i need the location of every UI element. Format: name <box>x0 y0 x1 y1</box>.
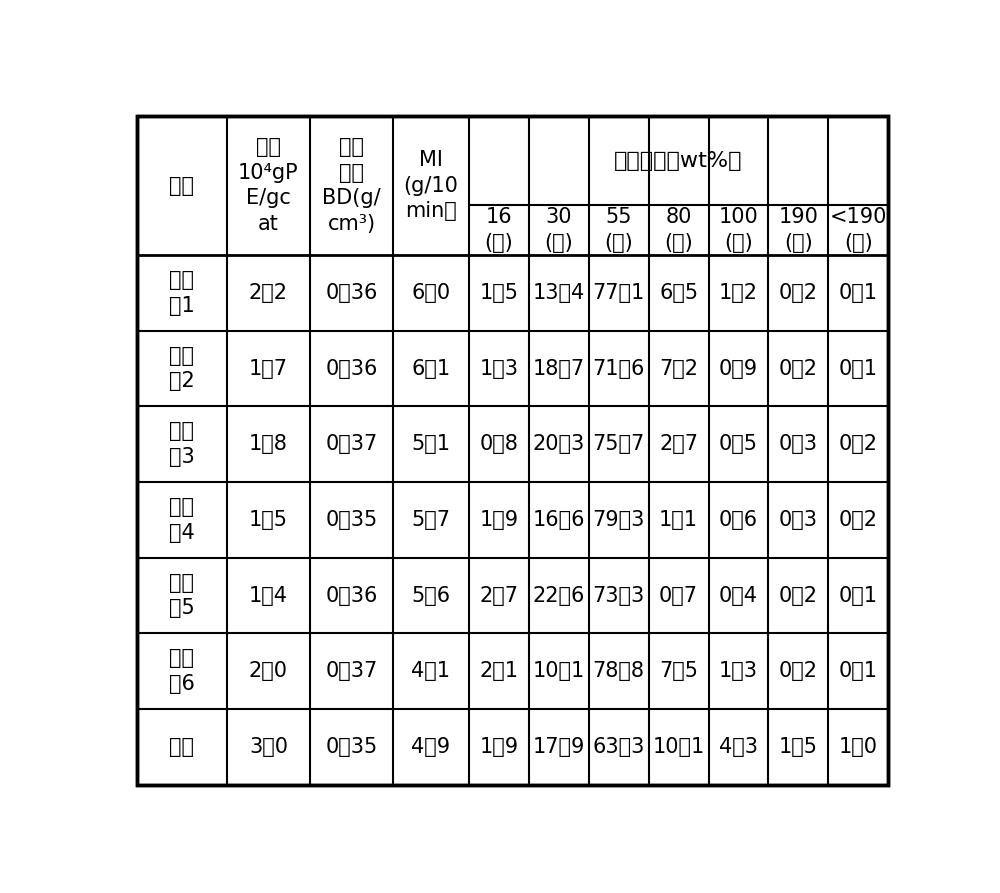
Text: 0．36: 0．36 <box>325 283 378 303</box>
Text: 0．36: 0．36 <box>325 586 378 605</box>
Text: 0．1: 0．1 <box>839 586 878 605</box>
Text: 1．5: 1．5 <box>779 737 818 757</box>
Text: 编号: 编号 <box>169 176 194 196</box>
Text: 1．5: 1．5 <box>249 510 288 530</box>
Text: 1．1: 1．1 <box>659 510 698 530</box>
Text: 2．7: 2．7 <box>479 586 518 605</box>
Text: 5．6: 5．6 <box>411 586 450 605</box>
Text: <190
(目): <190 (目) <box>830 207 887 253</box>
Text: 6．1: 6．1 <box>411 358 450 379</box>
Text: 16．6: 16．6 <box>532 510 585 530</box>
Text: 0．2: 0．2 <box>839 434 878 455</box>
Text: 7．5: 7．5 <box>659 661 698 681</box>
Text: 1．3: 1．3 <box>479 358 518 379</box>
Text: 堆积
密度
BD(g/
cm³): 堆积 密度 BD(g/ cm³) <box>322 138 381 234</box>
Text: 活性
10⁴gP
E/gc
at: 活性 10⁴gP E/gc at <box>238 138 299 234</box>
Text: 2．2: 2．2 <box>249 283 288 303</box>
Text: 2．1: 2．1 <box>479 661 518 681</box>
Text: 73．3: 73．3 <box>593 586 645 605</box>
Text: 18．7: 18．7 <box>533 358 585 379</box>
Text: 71．6: 71．6 <box>592 358 645 379</box>
Text: 5．1: 5．1 <box>411 434 450 455</box>
Text: 0．2: 0．2 <box>779 283 818 303</box>
Text: 7．2: 7．2 <box>659 358 698 379</box>
Text: 0．2: 0．2 <box>779 358 818 379</box>
Text: 实施
例5: 实施 例5 <box>169 572 195 618</box>
Text: 0．5: 0．5 <box>719 434 758 455</box>
Text: 实施
例2: 实施 例2 <box>169 346 195 391</box>
Text: 0．9: 0．9 <box>719 358 758 379</box>
Text: 4．3: 4．3 <box>719 737 758 757</box>
Text: 2．7: 2．7 <box>659 434 698 455</box>
Text: 13．4: 13．4 <box>533 283 585 303</box>
Text: 100
(目): 100 (目) <box>719 207 758 253</box>
Text: 6．5: 6．5 <box>659 283 698 303</box>
Text: 5．7: 5．7 <box>411 510 450 530</box>
Text: 0．2: 0．2 <box>839 510 878 530</box>
Text: 75．7: 75．7 <box>593 434 645 455</box>
Text: 0．8: 0．8 <box>479 434 518 455</box>
Text: 1．5: 1．5 <box>479 283 518 303</box>
Text: 77．1: 77．1 <box>593 283 645 303</box>
Text: 1．4: 1．4 <box>249 586 288 605</box>
Text: 10．1: 10．1 <box>533 661 585 681</box>
Text: 0．37: 0．37 <box>325 434 378 455</box>
Text: 4．9: 4．9 <box>411 737 450 757</box>
Text: 1．0: 1．0 <box>839 737 878 757</box>
Text: 0．3: 0．3 <box>779 510 818 530</box>
Text: 1．7: 1．7 <box>249 358 288 379</box>
Text: 1．2: 1．2 <box>719 283 758 303</box>
Text: 实施
例3: 实施 例3 <box>169 421 195 467</box>
Text: 0．2: 0．2 <box>779 661 818 681</box>
Text: 22．6: 22．6 <box>533 586 585 605</box>
Text: 4．1: 4．1 <box>411 661 450 681</box>
Text: 对比: 对比 <box>169 737 194 757</box>
Text: 0．1: 0．1 <box>839 283 878 303</box>
Text: 10．1: 10．1 <box>652 737 705 757</box>
Text: 0．36: 0．36 <box>325 358 378 379</box>
Text: 1．9: 1．9 <box>479 737 518 757</box>
Text: 17．9: 17．9 <box>533 737 585 757</box>
Text: 1．8: 1．8 <box>249 434 288 455</box>
Text: 78．8: 78．8 <box>593 661 645 681</box>
Text: 1．9: 1．9 <box>479 510 518 530</box>
Text: 0．3: 0．3 <box>779 434 818 455</box>
Text: 55
(目): 55 (目) <box>604 207 633 253</box>
Text: 2．0: 2．0 <box>249 661 288 681</box>
Text: 0．1: 0．1 <box>839 358 878 379</box>
Text: 190
(目): 190 (目) <box>779 207 818 253</box>
Text: 0．37: 0．37 <box>325 661 378 681</box>
Text: 30
(目): 30 (目) <box>544 207 573 253</box>
Text: 0．2: 0．2 <box>779 586 818 605</box>
Text: 3．0: 3．0 <box>249 737 288 757</box>
Text: 实施
例6: 实施 例6 <box>169 648 195 694</box>
Text: 16
(目): 16 (目) <box>484 207 513 253</box>
Text: 0．6: 0．6 <box>719 510 758 530</box>
Text: MI
(g/10
min）: MI (g/10 min） <box>403 150 458 221</box>
Text: 0．35: 0．35 <box>325 737 378 757</box>
Text: 79．3: 79．3 <box>592 510 645 530</box>
Text: 6．0: 6．0 <box>411 283 450 303</box>
Text: 实施
例1: 实施 例1 <box>169 270 195 315</box>
Text: 实施
例4: 实施 例4 <box>169 497 195 543</box>
Text: 80
(目): 80 (目) <box>664 207 693 253</box>
Text: 0．35: 0．35 <box>325 510 378 530</box>
Text: 1．3: 1．3 <box>719 661 758 681</box>
Text: 0．7: 0．7 <box>659 586 698 605</box>
Text: 粒度分布（wt%）: 粒度分布（wt%） <box>614 151 743 171</box>
Text: 0．1: 0．1 <box>839 661 878 681</box>
Text: 20．3: 20．3 <box>533 434 585 455</box>
Text: 63．3: 63．3 <box>592 737 645 757</box>
Text: 0．4: 0．4 <box>719 586 758 605</box>
